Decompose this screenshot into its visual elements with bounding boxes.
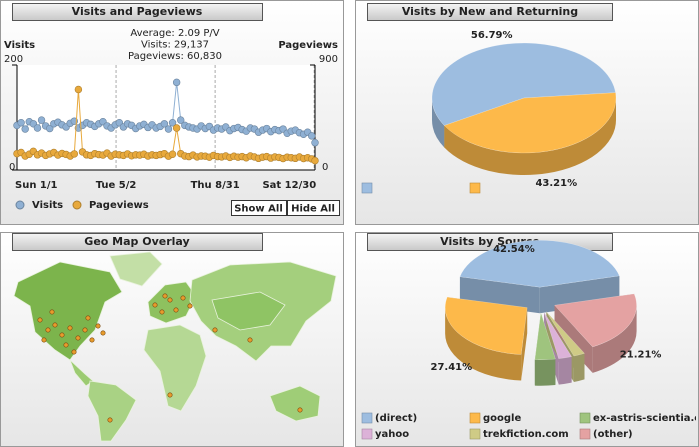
legend-swatch [469, 428, 481, 440]
slice-side [432, 98, 445, 148]
data-point [172, 124, 181, 132]
button-label[interactable]: Show All [234, 204, 283, 215]
data-label: 56.79% [471, 30, 513, 41]
data-point [168, 119, 177, 127]
panel-title: Visits and Pageviews [72, 5, 203, 18]
y2-axis-label: Pageviews [278, 40, 338, 51]
x-tick-label: Thu 8/31 [191, 180, 240, 191]
slice-wall [521, 307, 528, 381]
pie: 42.54% 27.41% 21.21% [430, 239, 662, 386]
legend-label: google [483, 413, 521, 424]
y2-tick-label: 900 [319, 54, 338, 65]
slice-side [573, 353, 585, 383]
slice-side [592, 305, 637, 373]
data-label: 27.41% [430, 362, 472, 373]
x-tick-label: Sat 12/30 [262, 180, 316, 191]
data-point [21, 125, 29, 133]
legend-swatch [361, 428, 373, 440]
slice-side [445, 307, 522, 381]
legend-swatch [469, 412, 481, 424]
data-point [164, 125, 173, 133]
y-tick-label: 200 [4, 54, 23, 65]
legend-swatch [361, 182, 373, 194]
button-label[interactable]: Hide All [291, 204, 335, 215]
data-label: 42.54% [493, 244, 535, 255]
land [87, 380, 137, 442]
annotation: Pageviews: 60,830 [128, 51, 222, 62]
data-point [177, 116, 185, 124]
world-map [13, 251, 337, 442]
slice [444, 296, 528, 355]
legend-label: trekfiction.com [483, 429, 569, 440]
button[interactable] [231, 200, 287, 216]
data-point [172, 78, 181, 87]
annotation: Visits: 29,137 [141, 40, 209, 51]
annotation: Average: 2.09 P/V [130, 28, 219, 39]
y-tick-label: 0 [9, 162, 15, 173]
x-tick-label: Tue 5/2 [96, 180, 137, 191]
slice-side [534, 359, 556, 386]
legend-swatch [361, 412, 373, 424]
legend-label: (other) [593, 429, 633, 440]
data-label: 21.21% [620, 349, 662, 360]
slice-side [558, 356, 572, 385]
panel-title: Geo Map Overlay [84, 235, 189, 248]
data-point [70, 150, 79, 158]
x-tick-label: Sun 1/1 [15, 180, 58, 191]
data-point [160, 120, 169, 128]
legend-label: yahoo [375, 429, 409, 440]
legend-marker [72, 200, 82, 210]
data-point [37, 116, 46, 124]
data-point [168, 150, 177, 158]
legend-label: ex-astris-scientia.or [593, 413, 699, 424]
title-tab [12, 233, 263, 251]
y-axis-label: Visits [4, 40, 35, 51]
data-point [46, 124, 54, 133]
slice [554, 293, 637, 348]
title-tab [12, 3, 263, 21]
data-point [308, 132, 316, 140]
land [143, 324, 207, 412]
slice [543, 312, 572, 359]
legend-marker [15, 200, 25, 210]
slice [431, 42, 616, 126]
legend-swatch [469, 182, 481, 194]
land [269, 385, 321, 422]
legend-label: Visits [32, 200, 63, 211]
slice [459, 239, 620, 288]
data-point [17, 119, 25, 127]
y2-tick-label: 0 [322, 162, 328, 173]
data-point [33, 124, 42, 132]
pie: 56.79% 43.21% [431, 30, 617, 189]
slice [534, 312, 556, 361]
slice [546, 311, 585, 357]
land [211, 291, 286, 331]
data-label: 43.21% [535, 178, 577, 189]
button[interactable] [287, 200, 340, 216]
slice-side [444, 98, 616, 176]
slice [443, 92, 617, 154]
data-point [311, 156, 319, 165]
land [13, 261, 123, 361]
land [109, 251, 163, 287]
data-point [311, 139, 319, 147]
legend-swatch [579, 412, 591, 424]
title-tab [367, 3, 613, 21]
legend-swatch [579, 428, 591, 440]
legend-label: (direct) [375, 413, 417, 424]
data-point [74, 85, 83, 94]
legend-label: Pageviews [89, 200, 149, 211]
panel-title: Visits by New and Returning [402, 5, 578, 18]
